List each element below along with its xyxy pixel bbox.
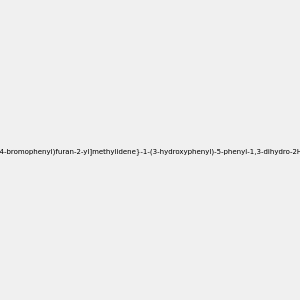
Text: (3E)-3-{[5-(4-bromophenyl)furan-2-yl]methylidene}-1-(3-hydroxyphenyl)-5-phenyl-1: (3E)-3-{[5-(4-bromophenyl)furan-2-yl]met… [0, 148, 300, 155]
